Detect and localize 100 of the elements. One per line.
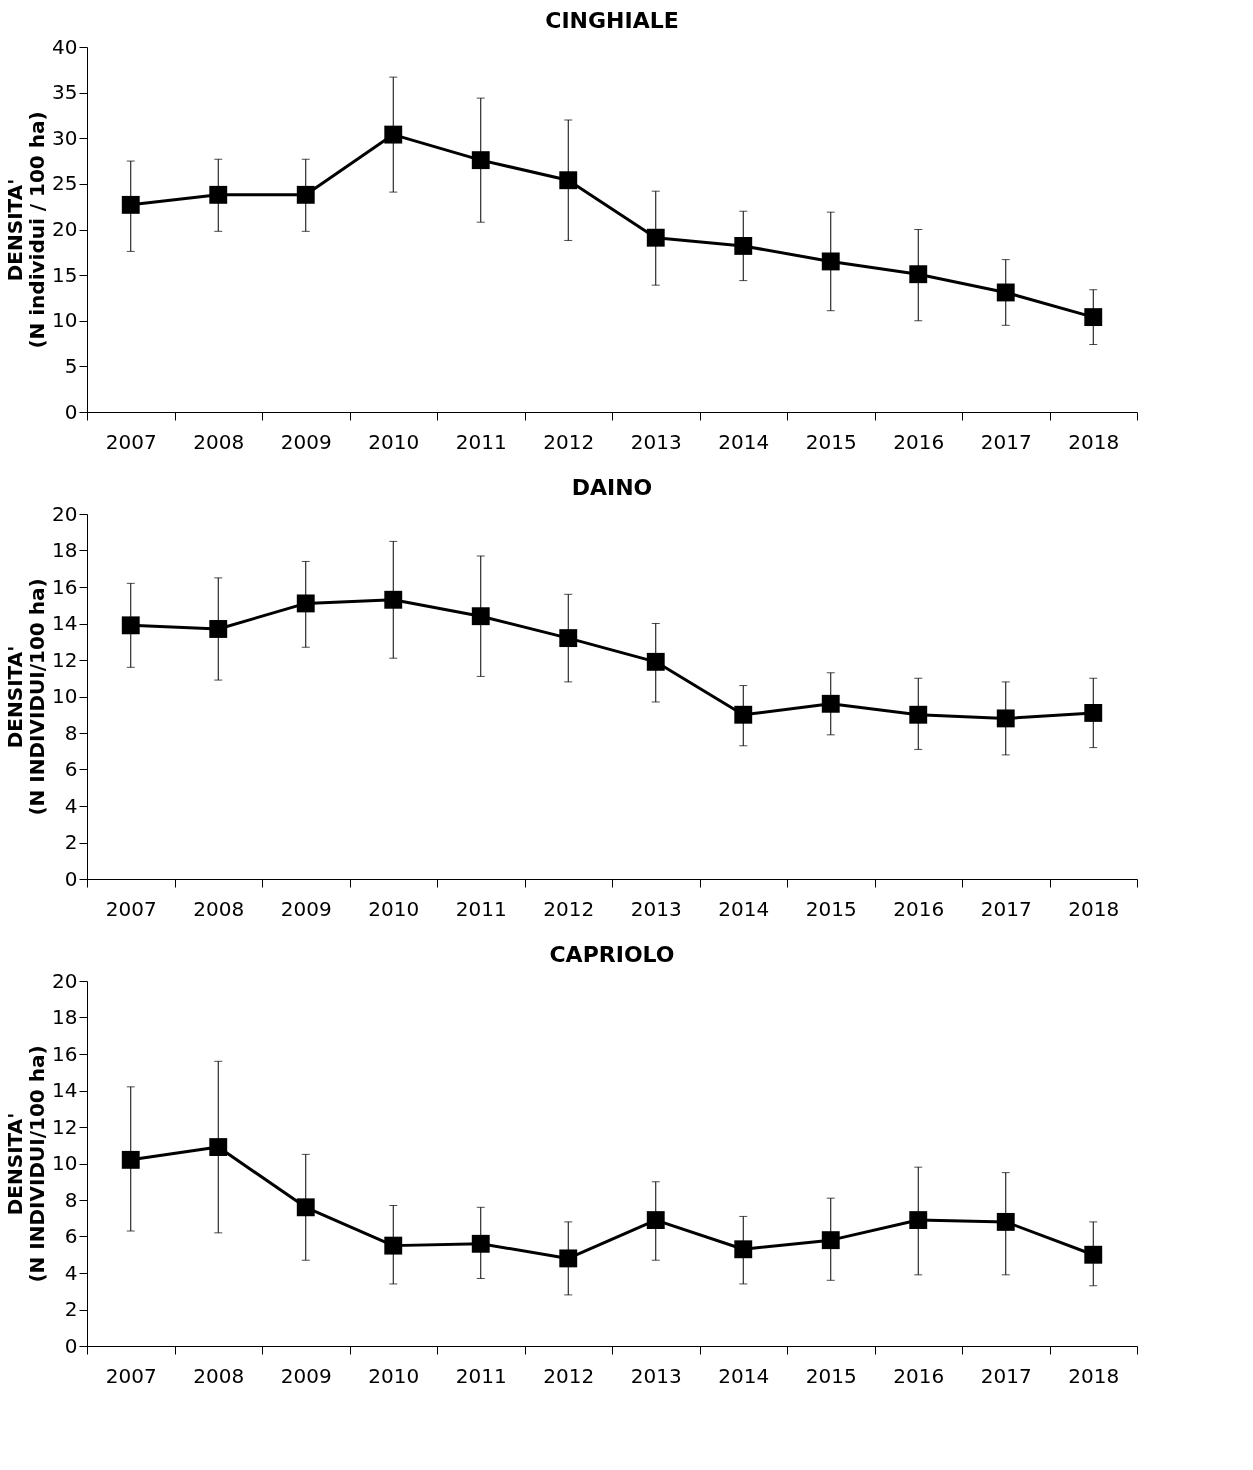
- y-tick-label: 4: [64, 1260, 78, 1285]
- point: [646, 1211, 665, 1230]
- point: [471, 1234, 490, 1253]
- point: [121, 195, 140, 214]
- y-axis-title: DENSITA' (N INDIVIDUI/100 ha): [3, 578, 50, 816]
- x-tick-label: 2010: [368, 896, 420, 921]
- y-tick-label: 8: [64, 720, 78, 745]
- x-tick-label: 2014: [718, 1363, 770, 1388]
- point: [646, 652, 665, 671]
- x-tick-label: 2017: [980, 1363, 1032, 1388]
- point: [1084, 1245, 1103, 1264]
- point: [121, 616, 140, 635]
- x-tick-label: 2008: [193, 429, 245, 454]
- point: [121, 1150, 140, 1169]
- x-tick-label: 2008: [193, 1363, 245, 1388]
- x-tick-label: 2018: [1068, 1363, 1120, 1388]
- y-tick-label: 20: [52, 968, 78, 993]
- x-tick-label: 2016: [893, 1363, 945, 1388]
- point: [296, 594, 315, 613]
- y-tick-label: 10: [52, 1151, 78, 1175]
- x-tick-label: 2007: [105, 1363, 157, 1388]
- y-tick-label: 18: [52, 1005, 78, 1029]
- y-tick-label: 20: [52, 501, 78, 526]
- point: [209, 185, 228, 204]
- x-tick-label: 2015: [805, 429, 857, 454]
- x-tick-label: 2012: [543, 896, 595, 921]
- point: [209, 1138, 228, 1157]
- chart-title: DAINO: [571, 475, 653, 500]
- point: [559, 629, 578, 648]
- x-tick-label: 2015: [805, 896, 857, 921]
- y-tick-label: 35: [52, 80, 78, 105]
- point: [909, 1211, 928, 1230]
- point: [734, 236, 753, 255]
- y-tick-label: 6: [64, 757, 78, 781]
- y-tick-label: 12: [52, 647, 78, 672]
- point: [1084, 703, 1103, 722]
- point: [821, 252, 840, 271]
- x-tick-label: 2013: [630, 429, 682, 454]
- point: [559, 171, 578, 190]
- x-tick-label: 2007: [105, 896, 157, 921]
- point: [996, 1212, 1015, 1231]
- y-tick-label: 2: [64, 830, 78, 854]
- y-tick-label: 4: [64, 793, 78, 818]
- point: [209, 620, 228, 638]
- point: [909, 265, 928, 284]
- y-axis-title: DENSITA' (N INDIVIDUI/100 ha): [3, 1045, 50, 1283]
- point: [471, 607, 490, 626]
- x-tick-label: 2007: [105, 429, 157, 454]
- x-tick-label: 2013: [630, 1363, 682, 1388]
- point: [471, 151, 490, 170]
- y-tick-label: 12: [52, 1114, 78, 1139]
- y-tick-label: 0: [64, 1333, 78, 1358]
- point: [559, 1249, 578, 1268]
- x-tick-label: 2010: [368, 429, 420, 454]
- y-tick-label: 0: [64, 399, 78, 424]
- y-tick-label: 30: [52, 125, 78, 150]
- y-tick-label: 40: [52, 34, 78, 59]
- point: [384, 125, 403, 144]
- x-tick-label: 2009: [280, 1363, 332, 1388]
- y-tick-label: 16: [52, 1041, 78, 1066]
- y-tick-label: 6: [64, 1224, 78, 1248]
- x-tick-label: 2010: [368, 1363, 420, 1388]
- y-tick-label: 8: [64, 1187, 78, 1212]
- x-tick-label: 2009: [280, 429, 332, 454]
- point: [996, 283, 1015, 302]
- y-tick-label: 5: [64, 353, 78, 378]
- y-tick-label: 14: [52, 611, 78, 635]
- y-axis-title: DENSITA' (N individui / 100 ha): [3, 111, 50, 349]
- point: [384, 1236, 403, 1255]
- x-tick-label: 2011: [455, 1363, 507, 1388]
- point: [734, 705, 753, 724]
- x-tick-label: 2017: [980, 896, 1032, 921]
- x-tick-label: 2009: [280, 896, 332, 921]
- y-tick-label: 25: [52, 171, 78, 196]
- y-tick-label: 2: [64, 1297, 78, 1321]
- y-tick-label: 15: [52, 262, 78, 287]
- point: [296, 185, 315, 204]
- x-tick-label: 2018: [1068, 896, 1120, 921]
- x-tick-label: 2015: [805, 1363, 857, 1388]
- x-tick-label: 2016: [893, 429, 945, 454]
- x-tick-label: 2011: [455, 429, 507, 454]
- x-tick-label: 2011: [455, 896, 507, 921]
- point: [996, 709, 1015, 728]
- x-tick-label: 2016: [893, 896, 945, 921]
- x-tick-label: 2013: [630, 896, 682, 921]
- y-tick-label: 10: [52, 684, 78, 708]
- y-tick-label: 18: [52, 538, 78, 562]
- x-tick-label: 2014: [718, 896, 770, 921]
- y-tick-label: 10: [52, 308, 78, 333]
- y-tick-label: 0: [64, 866, 78, 891]
- point: [1084, 308, 1103, 327]
- chart-title: CAPRIOLO: [549, 942, 675, 967]
- x-tick-label: 2018: [1068, 429, 1120, 454]
- chart-title: CINGHIALE: [545, 8, 679, 33]
- x-tick-label: 2012: [543, 1363, 595, 1388]
- x-tick-label: 2008: [193, 896, 245, 921]
- y-tick-label: 20: [52, 217, 78, 241]
- point: [909, 705, 928, 724]
- x-tick-label: 2012: [543, 429, 595, 454]
- y-tick-label: 16: [52, 574, 78, 599]
